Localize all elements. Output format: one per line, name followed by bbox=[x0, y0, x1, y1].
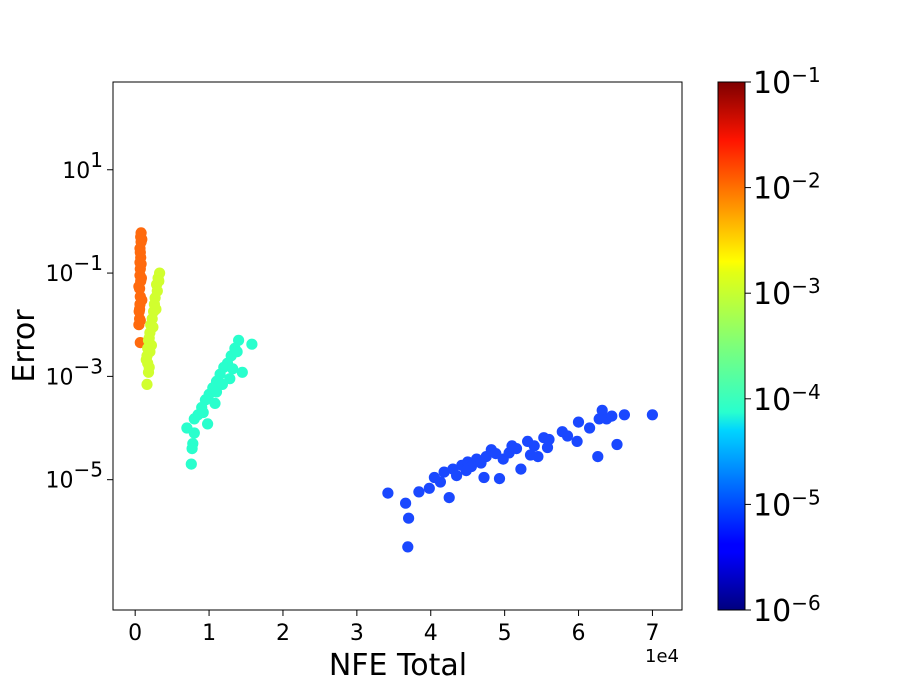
x-tick-label: 1 bbox=[202, 621, 216, 646]
data-point bbox=[150, 303, 162, 315]
x-tick-label: 6 bbox=[572, 621, 586, 646]
data-point bbox=[493, 473, 506, 485]
data-point bbox=[133, 280, 145, 293]
data-point bbox=[147, 321, 159, 333]
x-tick-label: 7 bbox=[645, 621, 659, 646]
data-point bbox=[202, 418, 214, 430]
data-point bbox=[413, 486, 425, 498]
data-point bbox=[611, 438, 623, 451]
data-point bbox=[592, 451, 604, 463]
data-point bbox=[618, 409, 631, 421]
x-axis: 0 1 2 3 4 5 6 7 bbox=[128, 610, 659, 646]
data-point bbox=[460, 465, 472, 477]
y-axis: 10−5 10−3 10−1 101 bbox=[46, 148, 113, 494]
data-point bbox=[134, 303, 146, 315]
x-offset-text: 1e4 bbox=[645, 646, 679, 667]
x-tick-label: 2 bbox=[276, 621, 290, 646]
data-point bbox=[524, 449, 537, 461]
data-point bbox=[478, 471, 490, 484]
data-point bbox=[134, 315, 146, 327]
data-point bbox=[646, 409, 659, 421]
data-point bbox=[596, 404, 608, 416]
data-point bbox=[141, 378, 153, 390]
data-point bbox=[438, 466, 450, 478]
y-axis-label: Error bbox=[7, 309, 42, 383]
data-point bbox=[140, 354, 152, 366]
y-tick-label: 101 bbox=[62, 148, 103, 184]
data-point bbox=[571, 435, 583, 447]
colorbar-tick-label: 10−6 bbox=[753, 591, 821, 629]
data-point bbox=[584, 422, 596, 434]
data-point bbox=[434, 476, 446, 488]
data-point bbox=[403, 512, 415, 524]
data-point bbox=[231, 346, 243, 358]
data-point bbox=[209, 397, 221, 409]
colorbar-gradient bbox=[718, 82, 745, 610]
data-point bbox=[423, 482, 435, 494]
y-tick-label: 10−3 bbox=[46, 354, 103, 390]
data-point bbox=[515, 463, 527, 475]
data-point bbox=[572, 416, 585, 428]
data-point bbox=[227, 363, 239, 375]
colorbar-tick-label: 10−5 bbox=[753, 485, 821, 523]
data-point bbox=[246, 338, 258, 350]
data-point bbox=[185, 458, 197, 470]
colorbar-tick-label: 10−4 bbox=[753, 380, 821, 418]
data-point bbox=[510, 443, 523, 455]
y-tick-label: 10−5 bbox=[46, 458, 103, 494]
colorbar-ticks: 10−1 10−2 10−3 10−4 10−5 10−6 bbox=[745, 63, 821, 629]
data-point bbox=[236, 366, 248, 378]
data-point bbox=[134, 246, 146, 259]
data-point bbox=[561, 430, 574, 442]
data-point bbox=[135, 231, 147, 243]
data-point bbox=[210, 386, 223, 398]
data-point bbox=[382, 487, 394, 499]
plot-area-frame bbox=[112, 81, 683, 611]
colorbar-tick-label: 10−2 bbox=[753, 169, 821, 207]
data-point bbox=[188, 413, 200, 425]
data-point bbox=[543, 433, 555, 446]
data-point bbox=[528, 440, 540, 452]
colorbar-frame bbox=[717, 81, 746, 611]
data-point bbox=[606, 410, 618, 422]
data-point bbox=[153, 275, 165, 287]
x-tick-label: 0 bbox=[128, 621, 142, 646]
data-point bbox=[136, 294, 148, 306]
scatter-points bbox=[133, 227, 659, 553]
colorbar-tick-label: 10−3 bbox=[753, 274, 821, 312]
data-point bbox=[188, 427, 200, 439]
colorbar: 10−1 10−2 10−3 10−4 10−5 10−6 bbox=[717, 63, 821, 629]
data-point bbox=[443, 492, 455, 504]
data-point bbox=[186, 443, 198, 455]
data-point bbox=[197, 406, 209, 419]
data-point bbox=[216, 378, 228, 390]
x-tick-label: 3 bbox=[350, 621, 364, 646]
colorbar-tick-label: 10−1 bbox=[753, 63, 821, 101]
data-point bbox=[143, 332, 155, 344]
data-point bbox=[400, 497, 412, 509]
data-point bbox=[402, 541, 414, 553]
x-tick-label: 5 bbox=[498, 621, 512, 646]
x-axis-label: NFE Total bbox=[329, 648, 467, 683]
data-point bbox=[451, 470, 463, 482]
data-point bbox=[135, 272, 147, 284]
data-point bbox=[134, 256, 146, 269]
data-point bbox=[475, 457, 487, 469]
y-tick-label: 10−1 bbox=[46, 251, 103, 287]
x-tick-label: 4 bbox=[424, 621, 438, 646]
